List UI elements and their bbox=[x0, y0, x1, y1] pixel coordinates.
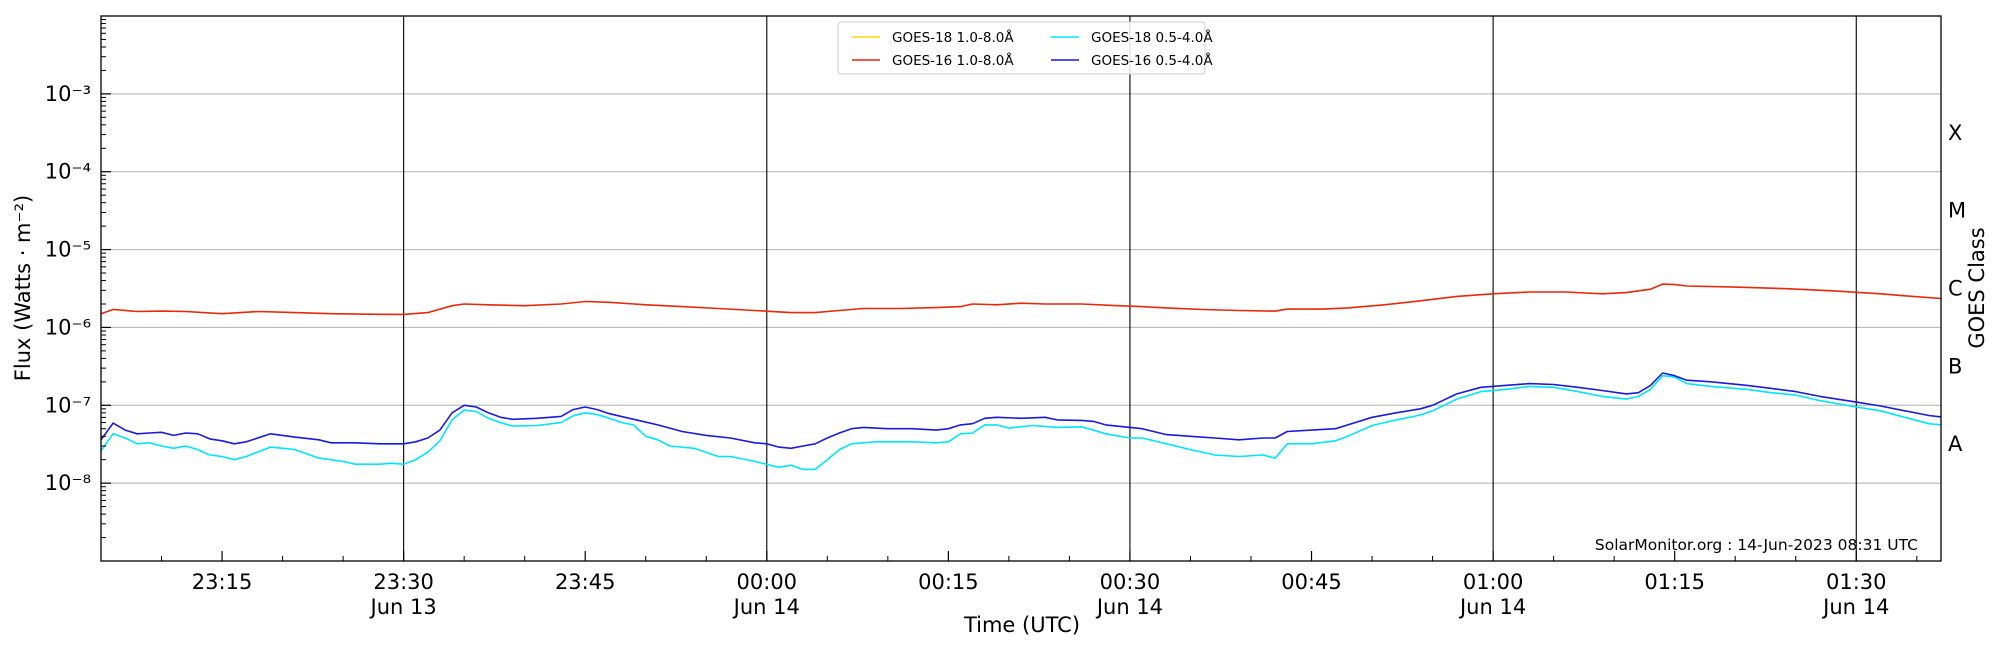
series-line bbox=[100, 283, 1942, 316]
x-axis-title: Time (UTC) bbox=[963, 613, 1080, 637]
x-tick-label: 01:15 bbox=[1644, 570, 1705, 594]
y-tick-label: 10⁻⁴ bbox=[45, 160, 91, 184]
goes-class-label: M bbox=[1948, 199, 1966, 223]
x-tick-date-label: Jun 14 bbox=[732, 595, 800, 619]
source-annotation: SolarMonitor.org : 14-Jun-2023 08:31 UTC bbox=[1595, 536, 1918, 554]
x-tick-date-label: Jun 13 bbox=[369, 595, 437, 619]
y-axis-title: Flux (Watts · m⁻²) bbox=[11, 195, 35, 381]
x-tick-label: 01:30 bbox=[1826, 570, 1887, 594]
legend-items: GOES-18 1.0-8.0Å GOES-16 1.0-8.0Å GOES-18 … bbox=[852, 29, 1213, 69]
legend-label: GOES-18 0.5-4.0Å bbox=[1091, 29, 1213, 46]
y-tick-label: 10⁻⁸ bbox=[45, 471, 91, 495]
x-tick-label: 23:30 bbox=[373, 570, 434, 594]
x-tick-label: 00:00 bbox=[737, 570, 798, 594]
legend-label: GOES-16 0.5-4.0Å bbox=[1091, 52, 1213, 69]
y-tick-label: 10⁻⁶ bbox=[45, 315, 91, 339]
legend-label: GOES-18 1.0-8.0Å bbox=[892, 29, 1014, 46]
x-tick-label: 23:45 bbox=[555, 570, 616, 594]
goes-class-label: A bbox=[1948, 432, 1963, 456]
series-line bbox=[100, 372, 1942, 450]
series-line bbox=[100, 374, 1942, 471]
legend: GOES-18 1.0-8.0Å GOES-16 1.0-8.0Å GOES-18 … bbox=[837, 21, 1213, 75]
x-tick-label: 23:15 bbox=[192, 570, 253, 594]
legend-box bbox=[837, 21, 1206, 75]
goes-class-labels: A B C M X bbox=[1948, 121, 1966, 456]
right-axis-title: GOES Class bbox=[1965, 227, 1989, 348]
goes-class-label: B bbox=[1948, 354, 1962, 378]
x-tick-date-label: Jun 14 bbox=[1821, 595, 1889, 619]
y-tick-label: 10⁻³ bbox=[45, 82, 91, 106]
data-series bbox=[100, 283, 1942, 471]
legend-label: GOES-16 1.0-8.0Å bbox=[892, 52, 1014, 69]
goes-class-label: X bbox=[1948, 121, 1962, 145]
x-tick-label: 00:15 bbox=[918, 570, 979, 594]
x-tick-date-label: Jun 14 bbox=[1458, 595, 1526, 619]
y-tick-label: 10⁻⁷ bbox=[45, 393, 91, 417]
goes-class-label: C bbox=[1948, 277, 1963, 301]
vertical-time-markers bbox=[403, 16, 1857, 561]
plot-frame bbox=[100, 15, 1942, 562]
x-tick-label: 00:30 bbox=[1100, 570, 1161, 594]
x-tick-date-label: Jun 14 bbox=[1095, 595, 1163, 619]
y-tick-label: 10⁻⁵ bbox=[45, 238, 91, 262]
x-tick-label: 01:00 bbox=[1463, 570, 1524, 594]
grid-lines bbox=[101, 93, 1941, 484]
y-axis-ticks: 10⁻⁸ 10⁻⁷ 10⁻⁶ 10⁻⁵ 10⁻⁴ 10⁻³ bbox=[45, 19, 111, 539]
x-tick-label: 00:45 bbox=[1281, 570, 1342, 594]
